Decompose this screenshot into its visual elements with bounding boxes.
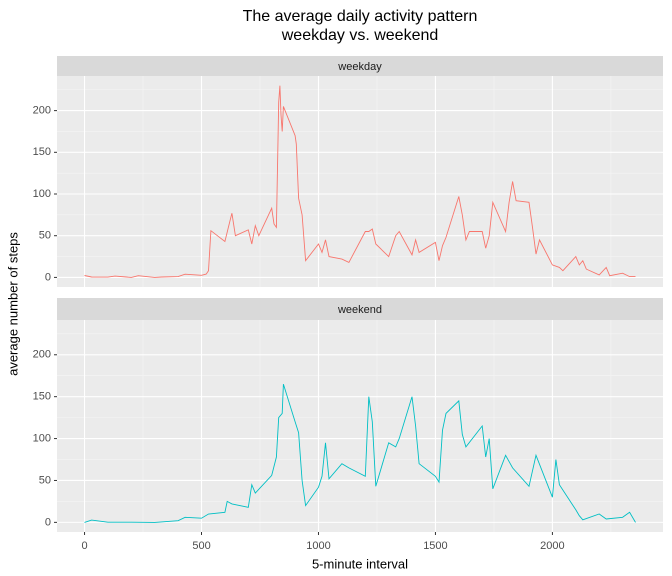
y-tick-label: 200 xyxy=(33,105,51,117)
x-tick-label: 0 xyxy=(81,540,87,552)
panel xyxy=(57,76,663,287)
chart-title: The average daily activity pattern xyxy=(243,8,478,25)
strip-label: weekday xyxy=(337,61,382,73)
line xyxy=(84,383,636,523)
panel xyxy=(57,320,663,532)
x-tick-label: 500 xyxy=(192,540,210,552)
y-tick-label: 100 xyxy=(33,432,51,444)
chart-title: weekday vs. weekend xyxy=(281,27,439,44)
strip xyxy=(57,298,663,320)
y-axis-title: average number of steps xyxy=(5,232,20,376)
y-tick-label: 150 xyxy=(33,391,51,403)
x-axis-title: 5-minute interval xyxy=(312,556,408,571)
x-tick-label: 1500 xyxy=(423,540,447,552)
y-tick-label: 50 xyxy=(39,474,51,486)
x-tick-label: 2000 xyxy=(540,540,564,552)
strip-label: weekend xyxy=(337,304,382,316)
y-tick-label: 0 xyxy=(45,516,51,528)
line xyxy=(84,85,636,278)
y-tick-label: 50 xyxy=(39,230,51,242)
y-tick-label: 150 xyxy=(33,146,51,158)
y-tick-label: 200 xyxy=(33,349,51,361)
y-tick-label: 100 xyxy=(33,188,51,200)
y-tick-label: 0 xyxy=(45,271,51,283)
strip xyxy=(57,56,663,76)
x-tick-label: 1000 xyxy=(306,540,330,552)
